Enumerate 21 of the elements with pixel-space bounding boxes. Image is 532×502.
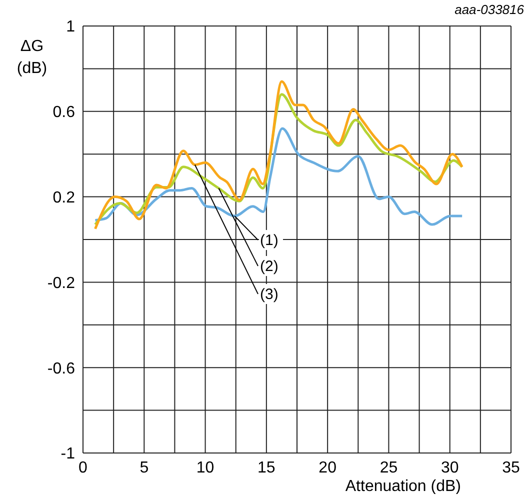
y-tick-label: 0.2: [52, 189, 76, 206]
y-axis-title: ΔG (dB): [16, 37, 48, 79]
x-tick-label: 0: [78, 459, 88, 476]
x-tick-label: 30: [440, 459, 459, 476]
y-tick-label: 0.6: [52, 104, 76, 122]
x-tick-label: 10: [196, 459, 214, 476]
x-tick-label: 25: [380, 459, 398, 476]
text: aaa-033816: [454, 2, 524, 17]
x-tick-label: 5: [140, 459, 149, 476]
y-tick-label: -0.6: [47, 360, 76, 378]
x-tick-label: 20: [318, 459, 337, 476]
y-tick-label: -0.2: [47, 274, 76, 292]
y-tick-label: -1: [60, 446, 76, 463]
series-label: (1): [260, 232, 278, 249]
y-tick-label: 1: [66, 18, 76, 36]
text: (3): [260, 286, 278, 303]
x-axis-title: Attenuation (dB): [345, 478, 461, 495]
text: (2): [260, 258, 278, 275]
x-tick-label: 15: [258, 459, 276, 476]
line-series: [94, 127, 464, 226]
x-tick-label: 35: [502, 459, 520, 476]
